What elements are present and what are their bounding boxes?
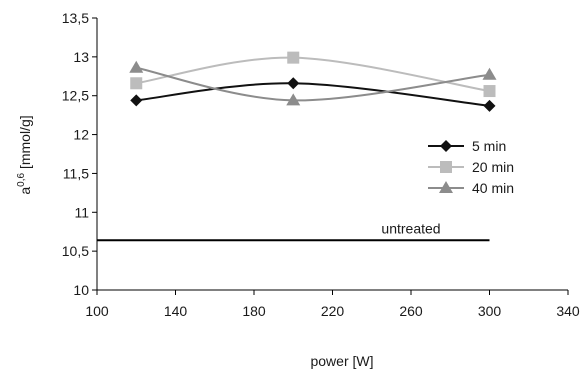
y-tick-label: 13,5 (62, 10, 89, 26)
y-axis-title: a0,6 [mmol/g] (16, 115, 33, 194)
y-axis-ticks: 10 10,5 11 11,5 12 12,5 13 13,5 (62, 10, 97, 298)
untreated-label: untreated (381, 220, 440, 236)
legend-label-40-min: 40 min (472, 180, 514, 196)
series-5-min (130, 77, 496, 112)
series-line-20-min (136, 56, 490, 93)
x-tick-label: 340 (556, 303, 580, 319)
legend-label-20-min: 20 min (472, 159, 514, 175)
series-40-min (129, 60, 497, 106)
x-tick-label: 220 (321, 303, 345, 319)
series-line-5-min (136, 82, 490, 107)
axes (96, 18, 568, 291)
data-point-20-min (287, 51, 300, 64)
y-axis-title-base: a (17, 187, 33, 195)
y-tick-label: 11 (74, 204, 89, 220)
y-axis-title-superscript: 0,6 (16, 173, 27, 187)
y-axis-title-unit: [mmol/g] (17, 115, 33, 173)
legend-marker-40-min (439, 181, 453, 193)
data-series (129, 51, 497, 112)
data-point-40-min (286, 93, 301, 106)
data-point-5-min (130, 94, 143, 107)
y-tick-label: 13 (73, 49, 89, 65)
x-axis-title: power [W] (310, 353, 373, 369)
x-tick-label: 260 (399, 303, 423, 319)
data-point-20-min (483, 85, 496, 98)
data-point-20-min (130, 77, 143, 90)
data-point-40-min (129, 60, 144, 73)
y-tick-label: 12 (73, 127, 89, 143)
legend-marker-20-min (440, 161, 452, 173)
x-tick-label: 180 (242, 303, 266, 319)
data-point-5-min (483, 99, 496, 112)
data-point-5-min (287, 77, 300, 90)
legend-marker-5-min (440, 140, 452, 152)
x-tick-label: 140 (164, 303, 188, 319)
y-tick-label: 10,5 (62, 243, 89, 259)
x-tick-label: 300 (478, 303, 502, 319)
y-tick-label: 11,5 (63, 165, 89, 181)
legend: 5 min 20 min 40 min (428, 138, 514, 196)
x-axis-ticks: 100 140 180 220 260 300 340 (85, 290, 580, 319)
untreated-reference: untreated (97, 220, 490, 242)
legend-label-5-min: 5 min (472, 138, 506, 154)
y-tick-label: 10 (73, 282, 89, 298)
data-point-40-min (482, 67, 497, 80)
y-tick-label: 12,5 (62, 88, 89, 104)
x-tick-label: 100 (85, 303, 109, 319)
series-20-min (130, 51, 496, 98)
